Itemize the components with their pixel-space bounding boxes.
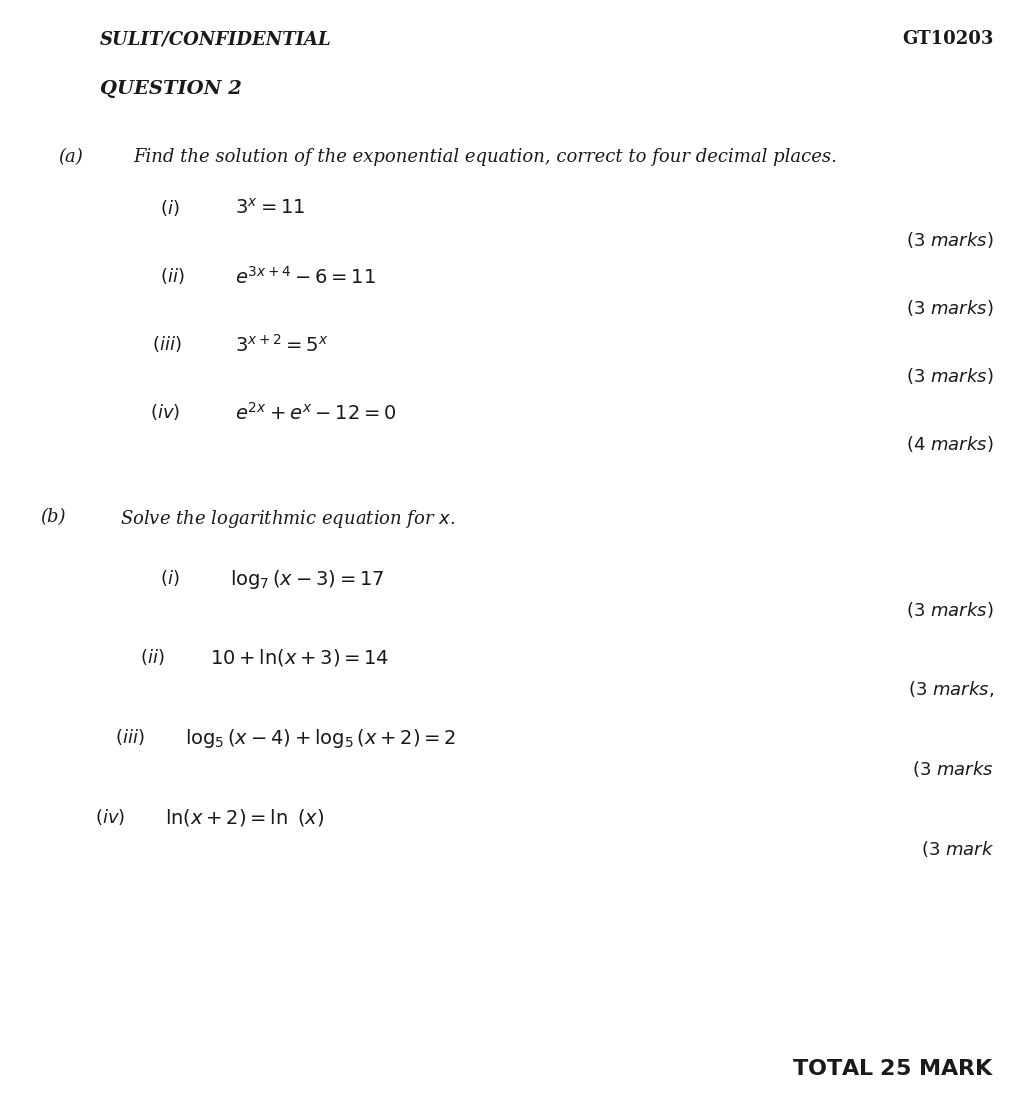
Text: (b): (b) [40, 507, 66, 526]
Text: $(i)$: $(i)$ [160, 568, 179, 588]
Text: $(3\ marks)$: $(3\ marks)$ [906, 298, 994, 318]
Text: $(iv)$: $(iv)$ [150, 402, 180, 422]
Text: $e^{3x+4} - 6 = 11$: $e^{3x+4} - 6 = 11$ [234, 266, 376, 288]
Text: $\ln(x + 2) = \ln\ (x)$: $\ln(x + 2) = \ln\ (x)$ [165, 807, 325, 828]
Text: QUESTION 2: QUESTION 2 [100, 80, 242, 98]
Text: $10 + \ln(x + 3) = 14$: $10 + \ln(x + 3) = 14$ [210, 647, 389, 668]
Text: $(iii)$: $(iii)$ [115, 727, 144, 747]
Text: $(ii)$: $(ii)$ [140, 647, 165, 667]
Text: $(3\ marks)$: $(3\ marks)$ [906, 366, 994, 386]
Text: $\bf{TOTAL\ 25\ MARK}$: $\bf{TOTAL\ 25\ MARK}$ [792, 1058, 994, 1080]
Text: $(3\ mark$: $(3\ mark$ [921, 839, 994, 859]
Text: $(3\ marks)$: $(3\ marks)$ [906, 230, 994, 250]
Text: SULIT/CONFIDENTIAL: SULIT/CONFIDENTIAL [100, 30, 332, 48]
Text: $(ii)$: $(ii)$ [160, 266, 184, 286]
Text: $(4\ marks)$: $(4\ marks)$ [906, 434, 994, 454]
Text: $(iv)$: $(iv)$ [95, 807, 125, 827]
Text: $\log_5(x - 4) + \log_5(x + 2) = 2$: $\log_5(x - 4) + \log_5(x + 2) = 2$ [185, 727, 456, 750]
Text: $3^{x+2} = 5^x$: $3^{x+2} = 5^x$ [234, 334, 329, 356]
Text: $(iii)$: $(iii)$ [152, 334, 181, 353]
Text: $3^x = 11$: $3^x = 11$ [234, 198, 305, 218]
Text: Find the solution of the exponential equation, correct to four decimal places.: Find the solution of the exponential equ… [133, 148, 837, 166]
Text: (a): (a) [58, 148, 83, 166]
Text: GT10203: GT10203 [902, 30, 994, 48]
Text: $(i)$: $(i)$ [160, 198, 179, 218]
Text: $(3\ marks,$: $(3\ marks,$ [908, 679, 994, 699]
Text: Solve the logarithmic equation for $x$.: Solve the logarithmic equation for $x$. [120, 507, 456, 530]
Text: $e^{2x} + e^x - 12 = 0$: $e^{2x} + e^x - 12 = 0$ [234, 402, 396, 424]
Text: $(3\ marks$: $(3\ marks$ [912, 759, 994, 779]
Text: $\log_7(x - 3) = 17$: $\log_7(x - 3) = 17$ [230, 568, 384, 591]
Text: $(3\ marks)$: $(3\ marks)$ [906, 601, 994, 620]
